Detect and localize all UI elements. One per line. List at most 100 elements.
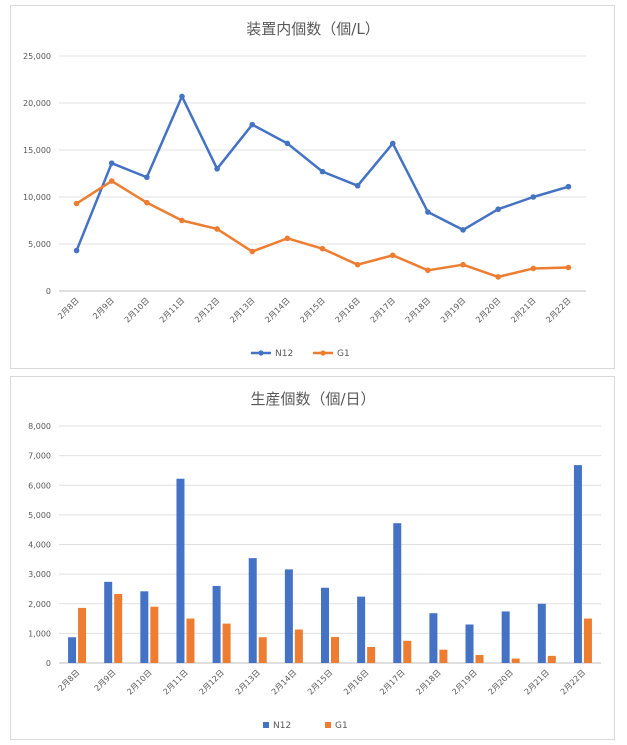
- x-tick-label: 2月11日: [158, 296, 186, 324]
- legend-label-g1: G1: [337, 349, 350, 359]
- data-point-n12: [284, 140, 291, 147]
- bar-n12: [104, 581, 113, 663]
- y-tick-label: 25,000: [23, 52, 51, 61]
- x-tick-label: 2月13日: [228, 296, 256, 324]
- data-point-g1: [284, 235, 291, 242]
- data-point-g1: [108, 178, 115, 184]
- bar-g1: [439, 649, 448, 663]
- line-chart-title: 装置内個数（個/L）: [246, 20, 379, 38]
- x-tick-label: 2月8日: [56, 296, 81, 321]
- x-tick-label: 2月10日: [125, 668, 153, 696]
- x-tick-label: 2月9日: [93, 668, 118, 693]
- bar-g1: [367, 647, 376, 663]
- x-tick-label: 2月14日: [263, 296, 291, 324]
- bar-g1: [114, 593, 123, 663]
- bar-n12: [465, 624, 474, 663]
- data-point-n12: [108, 160, 115, 166]
- y-tick-label: 3,000: [28, 570, 51, 579]
- bar-g1: [78, 607, 87, 663]
- x-tick-label: 2月14日: [270, 668, 298, 696]
- x-tick-label: 2月17日: [369, 296, 397, 324]
- legend-marker-n12: [258, 350, 264, 356]
- x-tick-label: 2月10日: [123, 296, 151, 324]
- data-point-g1: [530, 265, 537, 272]
- data-point-n12: [425, 209, 431, 215]
- legend-label-n12: N12: [273, 721, 291, 731]
- x-tick-label: 2月19日: [450, 668, 478, 696]
- x-tick-label: 2月18日: [414, 668, 442, 696]
- legend-swatch-n12: [263, 722, 269, 728]
- bar-n12: [248, 558, 257, 663]
- y-tick-label: 2,000: [28, 600, 51, 609]
- data-point-n12: [73, 247, 80, 254]
- y-tick-label: 5,000: [28, 240, 51, 249]
- bar-chart: 生産個数（個/日） 0 1,000 2,000 3,000 4,000 5,000 6,00…: [28, 390, 601, 731]
- x-tick-label: 2月22日: [544, 296, 572, 324]
- data-point-g1: [425, 267, 431, 274]
- data-point-n12: [354, 182, 361, 189]
- x-tick-label: 2月15日: [306, 668, 334, 696]
- bar-n12: [284, 569, 293, 663]
- data-point-n12: [565, 183, 572, 190]
- x-tick-label: 2月19日: [439, 296, 467, 324]
- y-tick-label: 7,000: [28, 452, 51, 461]
- data-point-g1: [249, 248, 256, 255]
- y-tick-label: 6,000: [28, 481, 51, 490]
- x-tick-label: 2月20日: [487, 668, 515, 696]
- data-point-g1: [460, 261, 466, 268]
- x-tick-label: 2月21日: [523, 668, 551, 696]
- x-tick-label: 2月21日: [509, 296, 537, 324]
- bar-g1: [547, 655, 556, 663]
- bar-n12: [321, 587, 329, 663]
- y-tick-label: 8,000: [28, 422, 51, 431]
- y-tick-label: 1,000: [28, 629, 51, 638]
- data-point-g1: [354, 261, 361, 268]
- data-point-n12: [460, 227, 466, 233]
- x-tick-label: 2月17日: [378, 668, 406, 696]
- x-tick-label: 2月16日: [334, 296, 362, 324]
- bar-n12: [429, 613, 438, 663]
- bar-g1: [511, 658, 520, 663]
- bar-n12: [393, 523, 402, 663]
- bar-g1: [258, 637, 267, 663]
- x-tick-label: 2月8日: [57, 668, 82, 693]
- data-point-g1: [179, 217, 185, 224]
- data-point-n12: [249, 121, 256, 128]
- data-point-n12: [389, 140, 396, 147]
- x-tick-label: 2月20日: [474, 296, 502, 324]
- y-tick-label: 15,000: [23, 146, 51, 155]
- bar-g1: [331, 636, 339, 663]
- bar-n12: [537, 603, 546, 663]
- y-tick-label: 10,000: [23, 193, 51, 202]
- legend-label-n12: N12: [275, 349, 293, 359]
- x-tick-label: 2月16日: [342, 668, 370, 696]
- data-point-g1: [495, 274, 501, 280]
- legend-swatch-g1: [325, 722, 331, 728]
- data-point-n12: [495, 206, 501, 213]
- x-tick-label: 2月15日: [298, 296, 326, 324]
- bar-g1: [222, 623, 231, 663]
- bar-n12: [501, 611, 510, 663]
- bar-n12: [212, 585, 221, 663]
- series-line-g1: [75, 179, 570, 279]
- bar-n12: [573, 465, 582, 663]
- data-point-g1: [144, 199, 150, 206]
- bar-g1: [583, 618, 592, 663]
- bar-n12: [176, 478, 185, 663]
- bar-g1: [294, 629, 303, 663]
- x-tick-label: 2月18日: [404, 296, 432, 324]
- x-tick-label: 2月12日: [198, 668, 226, 696]
- data-point-n12: [214, 166, 220, 172]
- data-point-g1: [319, 245, 326, 252]
- legend-label-g1: G1: [335, 721, 348, 731]
- x-tick-label: 2月22日: [559, 668, 587, 696]
- y-tick-label: 20,000: [23, 99, 51, 108]
- y-tick-label: 5,000: [28, 511, 51, 520]
- data-point-g1: [214, 226, 220, 232]
- bar-g1: [186, 618, 195, 663]
- data-point-g1: [389, 252, 396, 259]
- x-tick-label: 2月11日: [161, 668, 189, 696]
- line-chart-panel: 装置内個数（個/L） 0 5,000 10,000 15,000 20,000 25,00…: [10, 5, 615, 369]
- line-chart: 装置内個数（個/L） 0 5,000 10,000 15,000 20,000 25,00…: [23, 20, 586, 359]
- bar-chart-title: 生産個数（個/日）: [250, 390, 375, 408]
